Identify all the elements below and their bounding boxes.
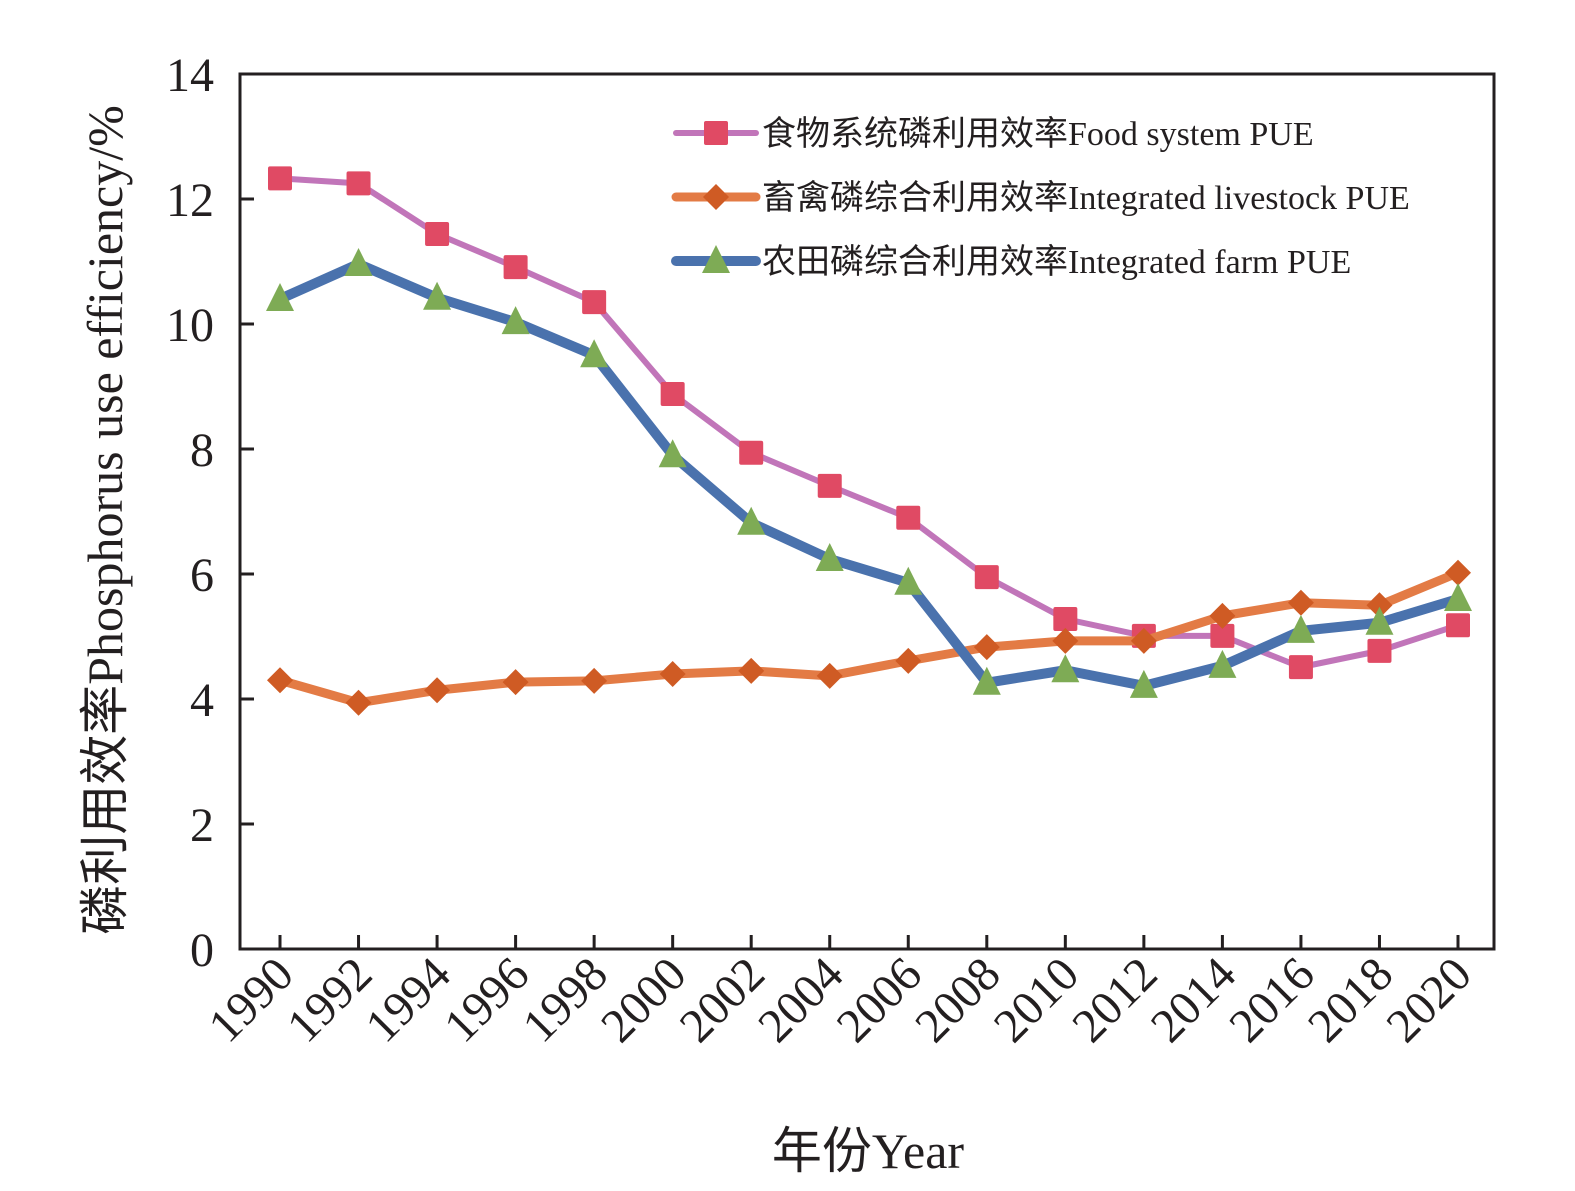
x-tick-label: 2016: [1219, 947, 1324, 1052]
x-tick-label: 2000: [591, 947, 696, 1052]
data-point: [501, 306, 530, 335]
data-point: [1052, 627, 1079, 654]
data-point: [1130, 627, 1157, 654]
data-point: [737, 506, 766, 535]
data-point: [739, 440, 764, 465]
data-point: [1444, 583, 1472, 611]
x-tick-label: 1990: [198, 947, 303, 1052]
data-point: [345, 689, 372, 716]
legend-marker: [704, 121, 728, 145]
legend-item: 农田磷综合利用效率Integrated farm PUE: [671, 243, 1351, 281]
legend-label: 畜禽磷综合利用效率Integrated livestock PUE: [762, 179, 1410, 217]
legend-label: 农田磷综合利用效率Integrated farm PUE: [762, 243, 1351, 281]
plot-border: [238, 72, 1496, 951]
legend-item: 畜禽磷综合利用效率Integrated livestock PUE: [671, 179, 1410, 217]
x-tick-label: 2012: [1062, 947, 1167, 1052]
data-point: [268, 166, 292, 191]
y-tick-label: 14: [166, 49, 214, 102]
y-tick-label: 0: [190, 924, 214, 977]
data-point: [1053, 607, 1078, 631]
x-tick-label: 2010: [984, 947, 1089, 1052]
data-point: [973, 634, 1000, 661]
legend-item: 食物系统磷利用效率Food system PUE: [673, 115, 1314, 153]
legend: 食物系统磷利用效率Food system PUE 畜禽磷综合利用效率Integra…: [671, 115, 1410, 281]
y-tick-label: 12: [166, 174, 214, 227]
data-point: [1366, 592, 1393, 619]
data-point: [502, 669, 529, 696]
data-point: [1367, 638, 1392, 663]
y-tick-label: 2: [190, 799, 214, 852]
data-point: [423, 281, 452, 310]
data-point: [1445, 559, 1471, 586]
x-tick-label: 2006: [827, 947, 932, 1052]
data-point: [659, 661, 686, 687]
data-point: [1209, 602, 1236, 629]
data-point: [817, 473, 842, 498]
data-point: [658, 439, 687, 468]
data-point: [1288, 655, 1313, 680]
data-point: [1051, 654, 1080, 683]
data-point: [972, 666, 1001, 695]
data-point: [266, 283, 294, 311]
y-axis-title: 磷利用效率Phosphorus use efficiency/%: [77, 105, 133, 935]
legend-marker: [703, 184, 729, 210]
data-point: [1365, 606, 1394, 635]
y-tick-label: 10: [166, 299, 214, 352]
x-tick-label: 2014: [1141, 947, 1246, 1052]
data-point: [1129, 669, 1158, 698]
series-line: [275, 259, 1463, 691]
data-point: [1286, 614, 1315, 643]
y-tick-label: 8: [190, 424, 214, 477]
data-point: [581, 667, 608, 694]
y-tick-label: 6: [190, 549, 214, 602]
series-layer: [266, 166, 1472, 716]
legend-marker: [702, 245, 730, 273]
series-line: [275, 568, 1463, 708]
y-tick-label: 4: [190, 674, 214, 727]
x-tick-label: 1992: [277, 947, 382, 1052]
series-triangle: [266, 248, 1472, 698]
y-axis: 0 2 4 6 8 10 12 14: [166, 49, 254, 977]
data-point: [896, 505, 921, 530]
data-point: [503, 255, 528, 280]
data-point: [344, 248, 373, 276]
x-tick-label: 2018: [1298, 947, 1403, 1052]
data-point: [425, 222, 450, 246]
x-tick-label: 2002: [670, 947, 775, 1052]
x-axis: 1990199219941996199820002002200420062008…: [198, 935, 1482, 1053]
plot-frame: [238, 72, 1496, 951]
data-point: [424, 677, 451, 704]
data-point: [346, 171, 371, 196]
data-point: [1287, 589, 1314, 616]
x-tick-label: 2008: [905, 947, 1010, 1052]
data-point: [816, 662, 843, 689]
data-point: [815, 543, 844, 571]
series-diamond: [267, 559, 1471, 716]
x-tick-label: 1998: [513, 947, 618, 1052]
data-point: [267, 667, 293, 694]
data-point: [738, 657, 765, 684]
x-tick-label: 2020: [1376, 947, 1481, 1052]
data-point: [582, 290, 607, 315]
x-tick-label: 1996: [434, 947, 539, 1052]
data-point: [1446, 613, 1470, 638]
x-tick-label: 2004: [748, 947, 853, 1052]
x-axis-title: 年份Year: [772, 1123, 964, 1179]
x-tick-label: 1994: [355, 947, 460, 1052]
data-point: [1208, 649, 1237, 678]
data-point: [974, 565, 999, 590]
data-point: [894, 566, 923, 595]
data-point: [895, 647, 922, 674]
legend-label: 食物系统磷利用效率Food system PUE: [762, 115, 1314, 153]
data-point: [1210, 623, 1235, 648]
data-point: [660, 382, 685, 406]
data-point: [580, 339, 609, 368]
